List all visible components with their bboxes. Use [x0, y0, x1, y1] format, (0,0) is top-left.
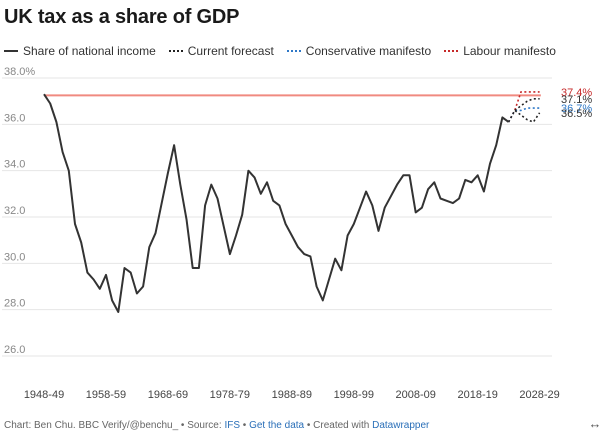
- y-tick-label: 28.0: [4, 298, 25, 310]
- legend-item-labour-manifesto: Labour manifesto: [444, 44, 556, 58]
- footer-credit: Chart: Ben Chu. BBC Verify/@benchu_ • So…: [4, 420, 225, 431]
- y-tick-label: 26.0: [4, 344, 25, 356]
- footer-separator: •: [240, 420, 250, 431]
- legend-label: Conservative manifesto: [305, 44, 432, 58]
- legend: Share of national income Current forecas…: [4, 44, 569, 58]
- x-tick-label: 1988-89: [272, 389, 312, 401]
- legend-swatch-dotted-black: [168, 50, 183, 52]
- end-value-label: 36.7%: [561, 103, 592, 115]
- get-the-data-link[interactable]: Get the data: [249, 420, 305, 431]
- y-tick-label: 38.0%: [4, 66, 35, 78]
- x-tick-label: 2028-29: [519, 389, 559, 401]
- series-line-share-of-national-income: [43, 93, 510, 313]
- y-tick-label: 30.0: [4, 251, 25, 263]
- y-tick-label: 32.0: [4, 205, 25, 217]
- chart-title: UK tax as a share of GDP: [4, 6, 240, 28]
- x-tick-label: 1958-59: [86, 389, 126, 401]
- x-tick-label: 1998-99: [334, 389, 374, 401]
- legend-label: Labour manifesto: [463, 44, 556, 58]
- end-value-label: 37.1%: [561, 94, 592, 106]
- legend-item-current-forecast: Current forecast: [168, 44, 274, 58]
- legend-swatch-dotted-red: [444, 50, 459, 52]
- chart-footer: Chart: Ben Chu. BBC Verify/@benchu_ • So…: [4, 420, 429, 431]
- series-line-forecast-upper: [514, 98, 540, 112]
- series-line-current-forecast: [507, 109, 541, 123]
- x-tick-label: 1968-69: [148, 389, 188, 401]
- series-line-labour-manifesto: [507, 91, 540, 123]
- end-value-label: 37.4%: [561, 87, 592, 99]
- y-tick-label: 36.0: [4, 112, 25, 124]
- legend-label: Current forecast: [187, 44, 274, 58]
- legend-item-share-of-national-income: Share of national income: [4, 44, 156, 58]
- x-tick-label: 2008-09: [396, 389, 436, 401]
- legend-item-conservative-manifesto: Conservative manifesto: [286, 44, 432, 58]
- x-tick-label: 1978-79: [210, 389, 250, 401]
- legend-label: Share of national income: [23, 44, 156, 58]
- end-value-label: 36.5%: [561, 108, 592, 120]
- datawrapper-link[interactable]: Datawrapper: [372, 420, 430, 431]
- x-tick-label: 2018-19: [457, 389, 497, 401]
- footer-created-with: • Created with: [304, 420, 373, 431]
- x-tick-label: 1948-49: [24, 389, 64, 401]
- y-tick-label: 34.0: [4, 159, 25, 171]
- legend-swatch-dotted-blue: [286, 50, 301, 52]
- source-link[interactable]: IFS: [224, 420, 240, 431]
- legend-swatch-solid: [4, 50, 18, 52]
- expand-arrows-icon[interactable]: ↔: [588, 416, 602, 431]
